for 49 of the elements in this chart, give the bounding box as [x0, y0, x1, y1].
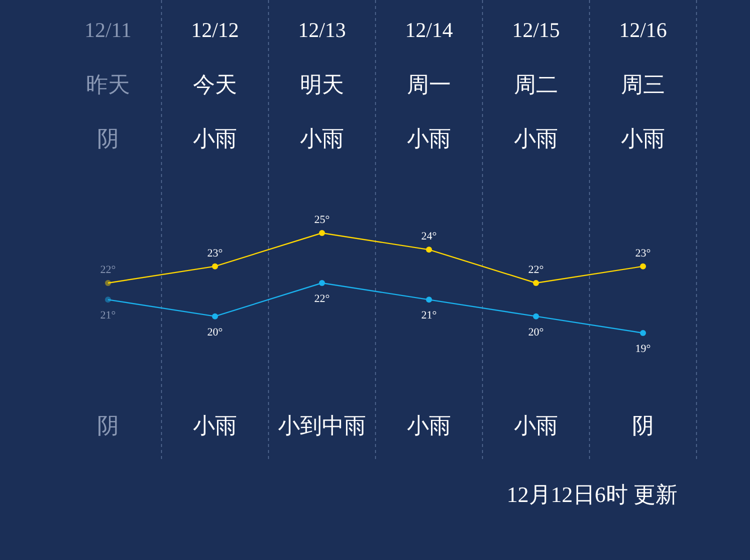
- text: 小雨: [621, 126, 665, 151]
- point: [105, 296, 111, 303]
- text: 小雨: [300, 126, 344, 151]
- text: 今天: [193, 72, 237, 97]
- text: 阴: [97, 413, 119, 438]
- point: [533, 313, 539, 320]
- text: 小雨: [407, 413, 451, 438]
- text: 小雨: [193, 126, 237, 151]
- point: [533, 280, 539, 286]
- data-label: 19°: [635, 343, 651, 355]
- text: 小雨: [407, 126, 451, 151]
- x-tick-label: 12/15: [512, 18, 560, 42]
- point: [212, 263, 218, 270]
- data-label: 22°: [528, 264, 544, 276]
- text: 阴: [97, 126, 119, 151]
- data-label: 23°: [207, 247, 223, 260]
- data-label: 24°: [421, 230, 437, 243]
- point: [640, 263, 646, 270]
- data-label: 21°: [100, 310, 116, 322]
- x-tick-label: 12/12: [191, 18, 239, 42]
- data-label: 23°: [635, 247, 651, 260]
- text: 小雨: [193, 413, 237, 438]
- text: 小到中雨: [278, 413, 366, 438]
- data-label: 20°: [528, 326, 544, 338]
- x-tick-label: 12/16: [619, 18, 667, 42]
- point: [319, 280, 325, 286]
- x-tick-label: 12/14: [405, 18, 454, 42]
- data-label: 22°: [100, 264, 116, 276]
- text: 明天: [300, 72, 344, 97]
- point: [426, 246, 432, 253]
- x-tick-label: 12/11: [84, 18, 132, 42]
- x-tick-label: 12/13: [298, 18, 346, 42]
- text: 小雨: [514, 413, 558, 438]
- text: 阴: [632, 413, 654, 438]
- point: [319, 230, 325, 236]
- data-label: 20°: [207, 326, 223, 338]
- text: 周二: [514, 72, 558, 97]
- text: 周一: [407, 72, 451, 97]
- point: [105, 280, 111, 286]
- text: 周三: [621, 72, 665, 97]
- point: [640, 330, 646, 336]
- data-label: 21°: [421, 310, 437, 322]
- data-label: 22°: [314, 293, 330, 305]
- text: 小雨: [514, 126, 558, 151]
- point: [212, 313, 218, 320]
- data-label: 25°: [314, 214, 330, 226]
- text: 昨天: [86, 72, 130, 97]
- point: [426, 296, 432, 303]
- text: 12月12日6时 更新: [506, 482, 678, 507]
